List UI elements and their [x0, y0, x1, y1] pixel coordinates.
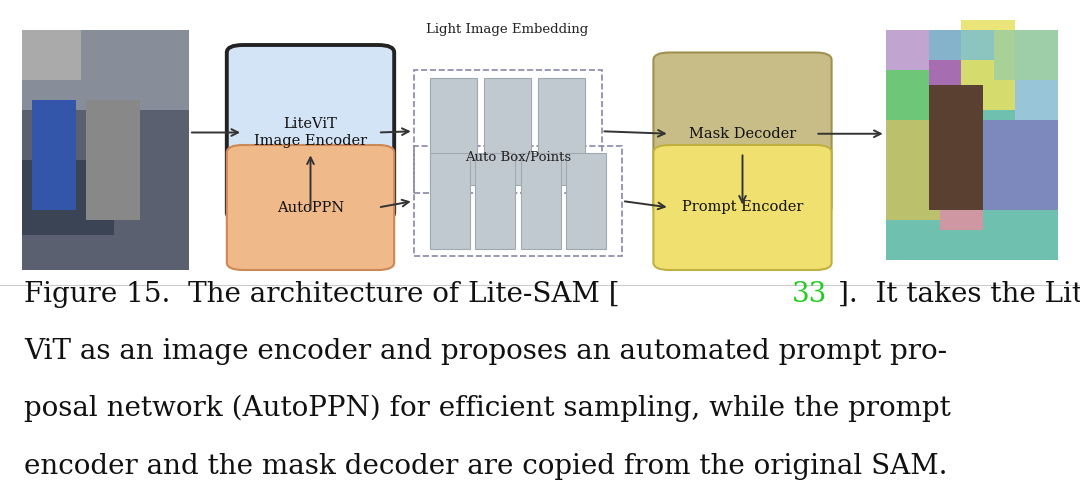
Bar	[22, 160, 113, 235]
Bar	[22, 30, 189, 110]
FancyBboxPatch shape	[538, 78, 585, 185]
Text: ViT as an image encoder and proposes an automated prompt pro-: ViT as an image encoder and proposes an …	[24, 338, 947, 365]
Bar	[414, 146, 622, 256]
Text: Auto Box/Points: Auto Box/Points	[464, 151, 571, 164]
Bar	[886, 30, 1058, 260]
FancyBboxPatch shape	[227, 45, 394, 220]
Bar	[886, 30, 929, 120]
Bar	[886, 30, 929, 70]
Text: Light Image Embedding: Light Image Embedding	[427, 24, 589, 36]
FancyBboxPatch shape	[566, 154, 606, 248]
Text: encoder and the mask decoder are copied from the original SAM.: encoder and the mask decoder are copied …	[24, 453, 947, 480]
Text: 33: 33	[793, 280, 827, 307]
Bar	[929, 85, 983, 210]
Text: ].  It takes the Lite-: ]. It takes the Lite-	[838, 280, 1080, 307]
Bar	[86, 100, 140, 220]
Text: posal network (AutoPPN) for efficient sampling, while the prompt: posal network (AutoPPN) for efficient sa…	[24, 395, 950, 422]
FancyBboxPatch shape	[653, 52, 832, 215]
Bar	[961, 20, 1015, 110]
Bar	[886, 120, 940, 220]
Bar	[22, 30, 81, 80]
Text: Prompt Encoder: Prompt Encoder	[681, 200, 804, 214]
FancyBboxPatch shape	[227, 145, 394, 270]
Bar	[929, 30, 994, 60]
FancyBboxPatch shape	[430, 154, 470, 248]
FancyBboxPatch shape	[475, 154, 515, 248]
Text: AutoPPN: AutoPPN	[276, 200, 345, 214]
FancyBboxPatch shape	[484, 78, 531, 185]
Bar	[414, 70, 602, 192]
Text: Figure 15.  The architecture of Lite-SAM [: Figure 15. The architecture of Lite-SAM …	[24, 280, 620, 307]
Bar	[929, 30, 961, 100]
Bar	[983, 120, 1058, 210]
Bar	[32, 100, 76, 210]
FancyBboxPatch shape	[653, 145, 832, 270]
Bar	[929, 100, 961, 120]
FancyBboxPatch shape	[430, 78, 477, 185]
Text: Mask Decoder: Mask Decoder	[689, 127, 796, 141]
Bar	[940, 120, 983, 230]
Bar	[1015, 30, 1058, 120]
Text: LiteViT
Image Encoder: LiteViT Image Encoder	[254, 118, 367, 148]
FancyBboxPatch shape	[521, 154, 561, 248]
Bar	[22, 30, 189, 270]
Bar	[994, 30, 1058, 80]
